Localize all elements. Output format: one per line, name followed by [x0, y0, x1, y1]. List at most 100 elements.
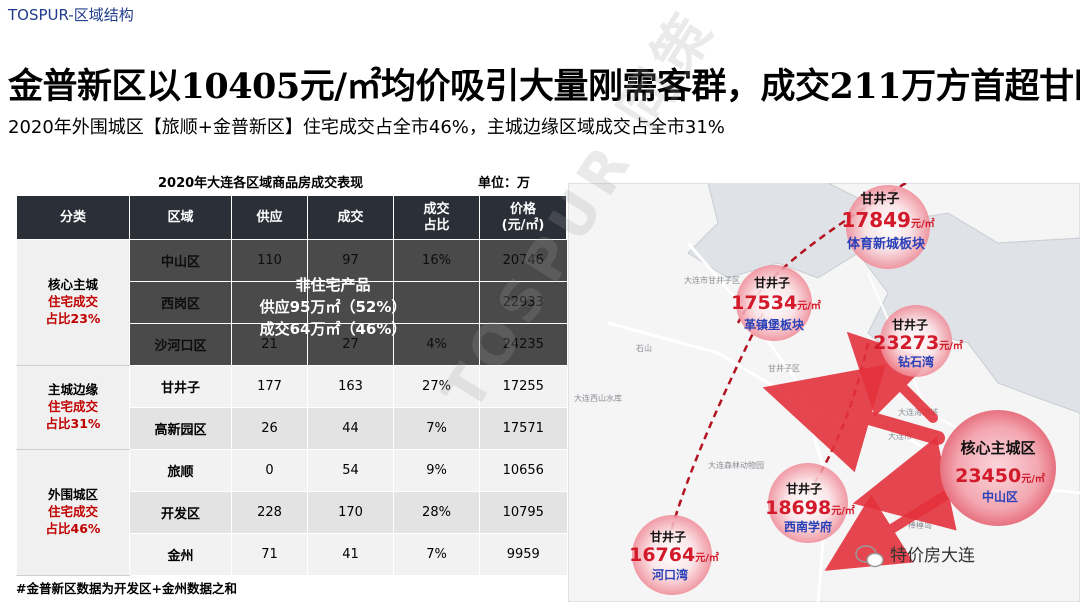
marker-plate: 河口湾 — [651, 567, 688, 582]
category-name: 外围城区 — [47, 487, 98, 503]
marker-price: 23273 — [873, 332, 939, 354]
supply-cell: 21 — [231, 323, 308, 366]
ratio-cell: 7% — [393, 407, 480, 450]
direction-arrow — [852, 436, 957, 531]
marker-unit: 元/㎡ — [1021, 472, 1045, 485]
marker-price: 16764 — [629, 544, 695, 566]
table-row: 外围城区 住宅成交 占比46% 旅顺 0 54 9% 10656 — [16, 449, 567, 576]
marker-price: 17534 — [731, 292, 797, 314]
header-deal: 成交 — [307, 195, 394, 240]
price-cell: 20746 — [479, 239, 567, 282]
supply-cell — [231, 281, 308, 324]
supply-cell: 0 — [231, 449, 308, 492]
price-cell: 24235 — [479, 323, 567, 366]
svg-text:16764元/㎡: 16764元/㎡ — [629, 544, 719, 566]
svg-text:23450元/㎡: 23450元/㎡ — [955, 465, 1045, 487]
marker-unit: 元/㎡ — [797, 299, 821, 312]
table-row: 沙河口区 21 27 4% 24235 — [17, 323, 567, 366]
svg-text:23273元/㎡: 23273元/㎡ — [873, 332, 963, 354]
direction-arrow — [846, 331, 938, 423]
table-title: 2020年大连各区域商品房成交表现 — [158, 176, 364, 191]
marker-plate: 钻石湾 — [898, 354, 934, 369]
category-share-label: 住宅成交 — [47, 294, 98, 310]
district-cell: 中山区 — [129, 239, 232, 282]
district-cell: 开发区 — [129, 491, 232, 534]
ratio-cell — [393, 281, 480, 324]
region-map: 甘井子区 大连市 大连市甘井子区 大连西山水库 大连森林动物园 大连海港城 石山… — [568, 183, 1080, 602]
overlay-title: 非住宅产品 — [295, 276, 371, 294]
deal-cell: 27 — [307, 323, 394, 366]
marker-plate: 西南学府 — [784, 519, 832, 534]
marker-area: 甘井子 — [860, 191, 899, 207]
marker-unit: 元/㎡ — [911, 217, 935, 230]
marker-area: 甘井子 — [650, 529, 686, 544]
deal-cell: 163 — [307, 365, 394, 408]
marker-price: 23450 — [955, 465, 1021, 487]
page-title: 金普新区以10405元/㎡均价吸引大量刚需客群，成交211万方首超甘区 — [8, 66, 1080, 107]
table-row: 开发区 228 170 28% 10795 — [17, 491, 567, 534]
svg-text:17534元/㎡: 17534元/㎡ — [731, 292, 821, 314]
map-place-name: 大连西山水库 — [574, 393, 622, 403]
category-share-label: 住宅成交 — [47, 399, 98, 415]
district-cell: 甘井子 — [129, 365, 232, 408]
price-cell: 17571 — [479, 407, 567, 450]
category-name: 核心主城 — [47, 277, 98, 293]
direction-arrow — [824, 490, 951, 571]
price-cell: 9959 — [479, 533, 567, 576]
sales-table: 分类 区域 供应 成交 成交 占比 价格 (元/㎡) 核心主城 住宅成交 占比2… — [16, 195, 567, 576]
supply-cell: 177 — [231, 365, 308, 408]
table-row: 主城边缘 住宅成交 占比31% 甘井子 177 163 27% 17255 — [16, 365, 567, 450]
marker-tiyu: 甘井子 17849元/㎡ 体育新城板块 — [841, 185, 935, 269]
header-district: 区域 — [129, 195, 232, 240]
marker-area: 核心主城区 — [960, 439, 1035, 457]
category-share-label: 住宅成交 — [47, 504, 98, 520]
header-supply: 供应 — [231, 195, 308, 240]
marker-unit: 元/㎡ — [695, 551, 719, 564]
table-row: 高新园区 26 44 7% 17571 — [17, 407, 567, 450]
ratio-cell: 7% — [393, 533, 480, 576]
marker-hekou: 甘井子 16764元/㎡ 河口湾 — [629, 515, 719, 595]
marker-plate: 中山区 — [982, 489, 1018, 504]
credit-text: 特价房大连 — [890, 546, 975, 566]
category-share-value: 占比23% — [45, 310, 101, 326]
marker-area: 甘井子 — [892, 317, 928, 332]
category-cell: 主城边缘 住宅成交 占比31% — [16, 365, 130, 450]
district-cell: 旅顺 — [129, 449, 232, 492]
map-place-name: 石山 — [636, 343, 652, 353]
price-cell: 17255 — [479, 365, 567, 408]
page-subtitle: 2020年外围城区【旅顺+金普新区】住宅成交占全市46%，主城边缘区域成交占全市… — [8, 117, 725, 138]
deal-cell: 97 — [307, 239, 394, 282]
ratio-cell: 16% — [393, 239, 480, 282]
route-line — [666, 312, 765, 544]
svg-text:17849元/㎡: 17849元/㎡ — [841, 208, 934, 232]
overlay-supply: 供应95万㎡（52%） — [259, 298, 407, 316]
district-cell: 金州 — [129, 533, 232, 576]
header-price: 价格 (元/㎡) — [479, 195, 567, 240]
table-footnote: #金普新区数据为开发区+金州数据之和 — [16, 581, 237, 596]
map-place-name: 大连森林动物园 — [708, 460, 764, 470]
ratio-cell: 27% — [393, 365, 480, 408]
map-place-name: 甘井子区 — [768, 363, 800, 373]
deal-cell — [307, 281, 394, 324]
header-ratio: 成交 占比 — [393, 195, 480, 240]
marker-xinan: 甘井子 18698元/㎡ 西南学府 — [765, 463, 855, 543]
supply-cell: 71 — [231, 533, 308, 576]
table-row: 西岗区 22933 — [17, 281, 567, 324]
category-share-value: 占比31% — [45, 415, 101, 431]
overlay-deal: 成交64万㎡（46%） — [259, 320, 407, 338]
price-cell: 22933 — [479, 281, 567, 324]
marker-price: 17849 — [841, 208, 911, 232]
marker-plate: 革镇堡板块 — [744, 317, 805, 332]
marker-gezhenpu: 甘井子 17534元/㎡ 革镇堡板块 — [731, 265, 821, 341]
supply-cell: 228 — [231, 491, 308, 534]
marker-zuanshiwan: 甘井子 23273元/㎡ 钻石湾 — [873, 305, 963, 377]
marker-plate: 体育新城板块 — [847, 236, 926, 252]
wechat-icon — [855, 545, 884, 568]
category-name: 主城边缘 — [47, 382, 98, 398]
header-category: 分类 — [16, 195, 130, 240]
category-share-value: 占比46% — [45, 520, 101, 536]
deal-cell: 54 — [307, 449, 394, 492]
deal-cell: 170 — [307, 491, 394, 534]
brand-label: TOSPUR-区域结构 — [8, 6, 134, 24]
marker-core: 核心主城区 23450元/㎡ 中山区 — [940, 410, 1056, 526]
